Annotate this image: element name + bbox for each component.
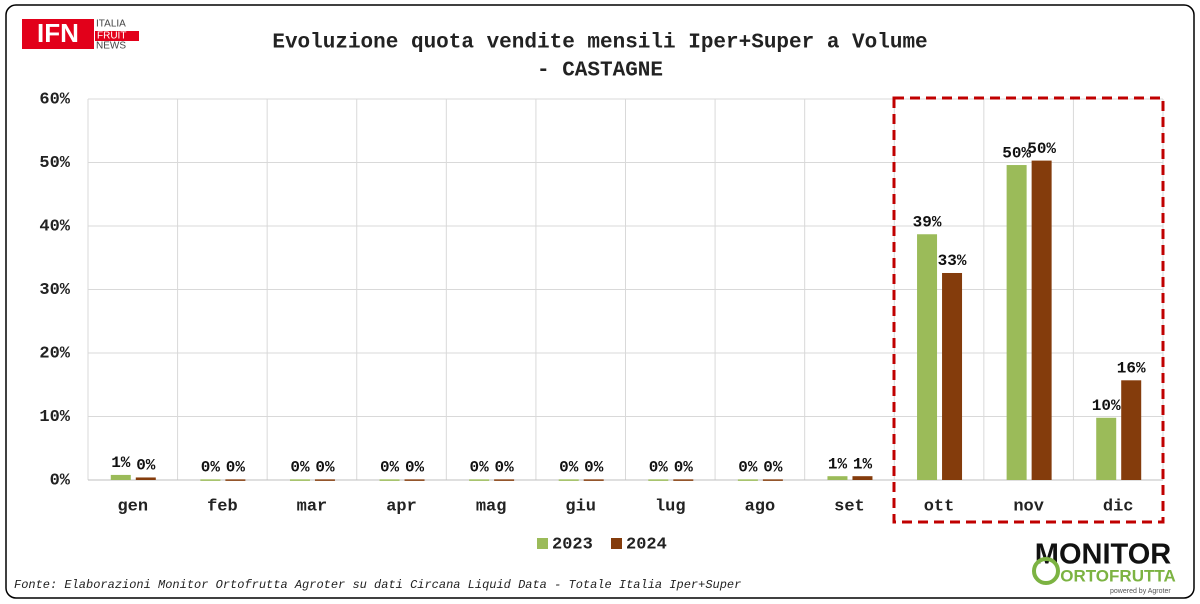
x-tick-label: giu — [565, 497, 596, 516]
bar — [737, 479, 758, 481]
x-tick-label: feb — [207, 497, 238, 516]
bar — [852, 476, 873, 480]
legend-swatch — [537, 538, 548, 549]
bar — [648, 479, 669, 481]
bar — [379, 479, 400, 481]
legend-label: 2023 — [552, 535, 593, 554]
bar — [110, 474, 131, 480]
value-label: 0% — [470, 459, 490, 477]
bar — [289, 479, 310, 481]
value-label: 0% — [559, 459, 579, 477]
logo-box — [22, 19, 94, 49]
value-label: 33% — [938, 252, 967, 270]
bar — [200, 479, 221, 481]
logo-text: powered by Agroter — [1110, 588, 1171, 595]
x-tick-label: ott — [924, 497, 955, 516]
y-tick-label: 0% — [50, 471, 71, 490]
value-label: 50% — [1027, 140, 1056, 158]
bar — [917, 234, 938, 480]
logo-text: ORTOFRUTTA — [1060, 566, 1176, 585]
frame — [5, 4, 1195, 599]
logo-box — [95, 31, 139, 41]
logo-icon — [1032, 557, 1060, 585]
value-label: 0% — [201, 459, 221, 477]
x-tick-label: ago — [745, 497, 776, 516]
monitor-logo: MONITOR ORTOFRUTTA powered by Agroter — [1032, 539, 1176, 595]
value-label: 0% — [763, 459, 783, 477]
legend-swatch — [611, 538, 622, 549]
value-label: 0% — [380, 459, 400, 477]
value-label: 1% — [111, 454, 131, 472]
chart-title: Evoluzione quota vendite mensili Iper+Su… — [272, 32, 927, 55]
bar — [469, 479, 490, 481]
bar — [1121, 380, 1142, 480]
x-tick-label: apr — [386, 497, 417, 516]
value-label: 0% — [226, 459, 246, 477]
value-label: 50% — [1002, 144, 1031, 162]
value-label: 1% — [853, 455, 873, 473]
bar — [314, 479, 335, 481]
value-label: 10% — [1092, 397, 1121, 415]
y-tick-label: 60% — [39, 90, 70, 109]
value-label: 0% — [584, 459, 604, 477]
bar — [404, 479, 425, 481]
bar — [1096, 417, 1117, 480]
value-label: 0% — [136, 457, 156, 475]
bar — [1031, 160, 1052, 480]
x-tick-label: lug — [655, 497, 686, 516]
value-label: 0% — [290, 459, 310, 477]
bar — [583, 479, 604, 481]
logo-text: NEWS — [96, 41, 126, 52]
y-tick-label: 40% — [39, 217, 70, 236]
legend-label: 2024 — [626, 535, 667, 554]
x-tick-label: mar — [297, 497, 328, 516]
value-label: 16% — [1117, 360, 1146, 378]
value-label: 0% — [649, 459, 669, 477]
x-tick-label: set — [834, 497, 865, 516]
y-tick-label: 30% — [39, 281, 70, 300]
x-tick-label: gen — [117, 497, 148, 516]
value-label: 0% — [738, 459, 758, 477]
value-label: 0% — [674, 459, 694, 477]
bar — [762, 479, 783, 481]
chart-title: - CASTAGNE — [537, 60, 663, 83]
bar — [225, 479, 246, 481]
source-note: Fonte: Elaborazioni Monitor Ortofrutta A… — [14, 578, 741, 592]
y-tick-label: 50% — [39, 154, 70, 173]
bar — [135, 477, 156, 480]
y-tick-label: 20% — [39, 344, 70, 363]
x-tick-label: nov — [1013, 497, 1044, 516]
value-label: 1% — [828, 455, 848, 473]
value-label: 0% — [405, 459, 425, 477]
logo-text: FRUIT — [97, 31, 126, 42]
bar — [673, 479, 694, 481]
ifn-logo: IFN ITALIA FRUIT NEWS — [22, 18, 139, 52]
value-label: 0% — [495, 459, 515, 477]
bar — [942, 272, 963, 480]
x-tick-label: dic — [1103, 497, 1134, 516]
logo-text: ITALIA — [96, 19, 126, 30]
value-label: 0% — [315, 459, 335, 477]
bar — [1006, 165, 1027, 481]
bar — [827, 476, 848, 480]
bar — [558, 479, 579, 481]
value-label: 39% — [913, 213, 942, 231]
bar — [494, 479, 515, 481]
logo-text: IFN — [37, 18, 79, 48]
highlight-box — [892, 96, 1165, 524]
y-tick-label: 10% — [39, 408, 70, 427]
x-tick-label: mag — [476, 497, 507, 516]
